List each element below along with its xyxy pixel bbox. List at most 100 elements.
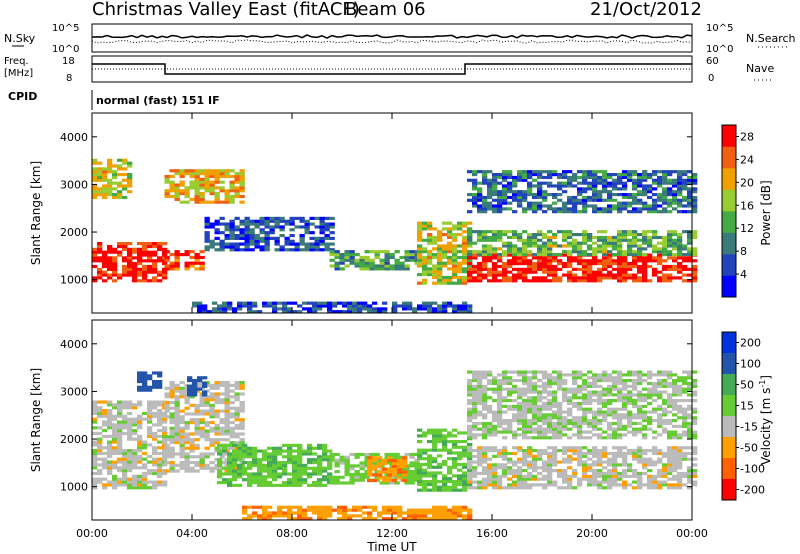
echo-cell bbox=[422, 508, 428, 512]
echo-cell bbox=[224, 401, 230, 405]
echo-cell bbox=[517, 276, 523, 280]
echo-cell bbox=[522, 198, 528, 202]
echo-cell bbox=[562, 390, 568, 394]
echo-cell bbox=[432, 460, 438, 464]
echo-cell bbox=[617, 471, 623, 476]
echo-band bbox=[467, 230, 698, 257]
echo-cell bbox=[502, 410, 508, 414]
echo-cell bbox=[517, 396, 523, 400]
echo-cell bbox=[667, 463, 673, 467]
echo-cell bbox=[179, 189, 185, 193]
echo-cell bbox=[194, 463, 200, 467]
echo-cell bbox=[687, 376, 693, 380]
echo-cell bbox=[642, 241, 648, 245]
echo-cell bbox=[547, 267, 553, 271]
echo-cell bbox=[179, 426, 185, 430]
echo-cell bbox=[282, 469, 288, 473]
echo-cell bbox=[532, 387, 538, 391]
echo-cell bbox=[322, 478, 328, 482]
echo-cell bbox=[557, 253, 563, 257]
echo-cell bbox=[204, 423, 210, 427]
echo-cell bbox=[209, 225, 215, 229]
echo-cell bbox=[492, 235, 498, 240]
echo-cell bbox=[229, 186, 235, 190]
colorbar-tick-label: 16 bbox=[740, 199, 754, 212]
echo-cell bbox=[687, 480, 693, 484]
echo-cell bbox=[467, 419, 473, 423]
echo-cell bbox=[522, 407, 528, 411]
echo-cell bbox=[567, 175, 573, 180]
echo-cell bbox=[582, 399, 588, 403]
echo-cell bbox=[164, 250, 170, 254]
echo-cell bbox=[467, 273, 473, 277]
echo-cell bbox=[582, 430, 588, 434]
echo-cell bbox=[204, 236, 210, 240]
echo-cell bbox=[137, 449, 143, 453]
echo-cell bbox=[667, 396, 673, 400]
echo-cell bbox=[199, 250, 205, 254]
echo-cell bbox=[117, 434, 123, 438]
echo-cell bbox=[402, 464, 408, 468]
echo-cell bbox=[157, 247, 163, 251]
echo-cell bbox=[352, 508, 358, 512]
echo-cell bbox=[502, 241, 508, 245]
echo-cell bbox=[577, 253, 583, 257]
echo-cell bbox=[309, 222, 315, 226]
echo-cell bbox=[122, 178, 128, 182]
echo-cell bbox=[344, 253, 350, 257]
echo-cell bbox=[122, 454, 128, 458]
echo-cell bbox=[317, 481, 323, 485]
echo-cell bbox=[497, 454, 503, 458]
echo-cell bbox=[512, 463, 518, 467]
echo-cell bbox=[592, 393, 598, 397]
echo-cell bbox=[422, 517, 428, 521]
echo-cell bbox=[117, 403, 123, 407]
echo-cell bbox=[497, 233, 503, 237]
echo-cell bbox=[142, 388, 148, 392]
echo-cell bbox=[587, 187, 593, 191]
echo-cell bbox=[279, 219, 285, 223]
echo-cell bbox=[502, 387, 508, 391]
echo-cell bbox=[219, 172, 225, 176]
echo-cell bbox=[547, 401, 553, 406]
echo-cell bbox=[692, 190, 698, 194]
echo-cell bbox=[282, 514, 288, 518]
echo-cell bbox=[597, 396, 603, 400]
echo-cell bbox=[267, 483, 273, 487]
echo-cell bbox=[432, 485, 438, 489]
echo-cell bbox=[169, 412, 175, 416]
echo-cell bbox=[442, 488, 448, 492]
echo-cell bbox=[102, 259, 108, 263]
echo-cell bbox=[542, 396, 548, 400]
echo-cell bbox=[214, 415, 220, 419]
echo-cell bbox=[562, 373, 568, 377]
echo-cell bbox=[622, 387, 628, 391]
echo-cell bbox=[112, 429, 118, 433]
echo-cell bbox=[169, 186, 175, 190]
echo-cell bbox=[202, 310, 208, 314]
echo-cell bbox=[447, 230, 453, 234]
echo-cell bbox=[587, 279, 593, 283]
echo-cell bbox=[452, 264, 458, 268]
echo-cell bbox=[432, 474, 438, 478]
echo-cell bbox=[312, 483, 318, 487]
echo-cell bbox=[192, 301, 198, 305]
echo-cell bbox=[229, 197, 235, 201]
echo-cell bbox=[497, 279, 503, 283]
echo-cell bbox=[522, 207, 528, 211]
echo-cell bbox=[557, 379, 563, 383]
echo-cell bbox=[527, 451, 533, 456]
echo-cell bbox=[692, 416, 698, 420]
echo-cell bbox=[269, 236, 275, 240]
echo-cell bbox=[562, 446, 568, 450]
echo-cell bbox=[204, 438, 210, 442]
echo-cell bbox=[432, 307, 438, 311]
echo-cell bbox=[432, 457, 438, 461]
echo-cell bbox=[612, 387, 618, 391]
echo-cell bbox=[417, 514, 423, 518]
echo-cell bbox=[359, 461, 365, 465]
echo-cell bbox=[329, 253, 335, 257]
echo-cell bbox=[107, 449, 113, 453]
echo-cell bbox=[547, 457, 553, 461]
echo-cell bbox=[527, 486, 533, 490]
